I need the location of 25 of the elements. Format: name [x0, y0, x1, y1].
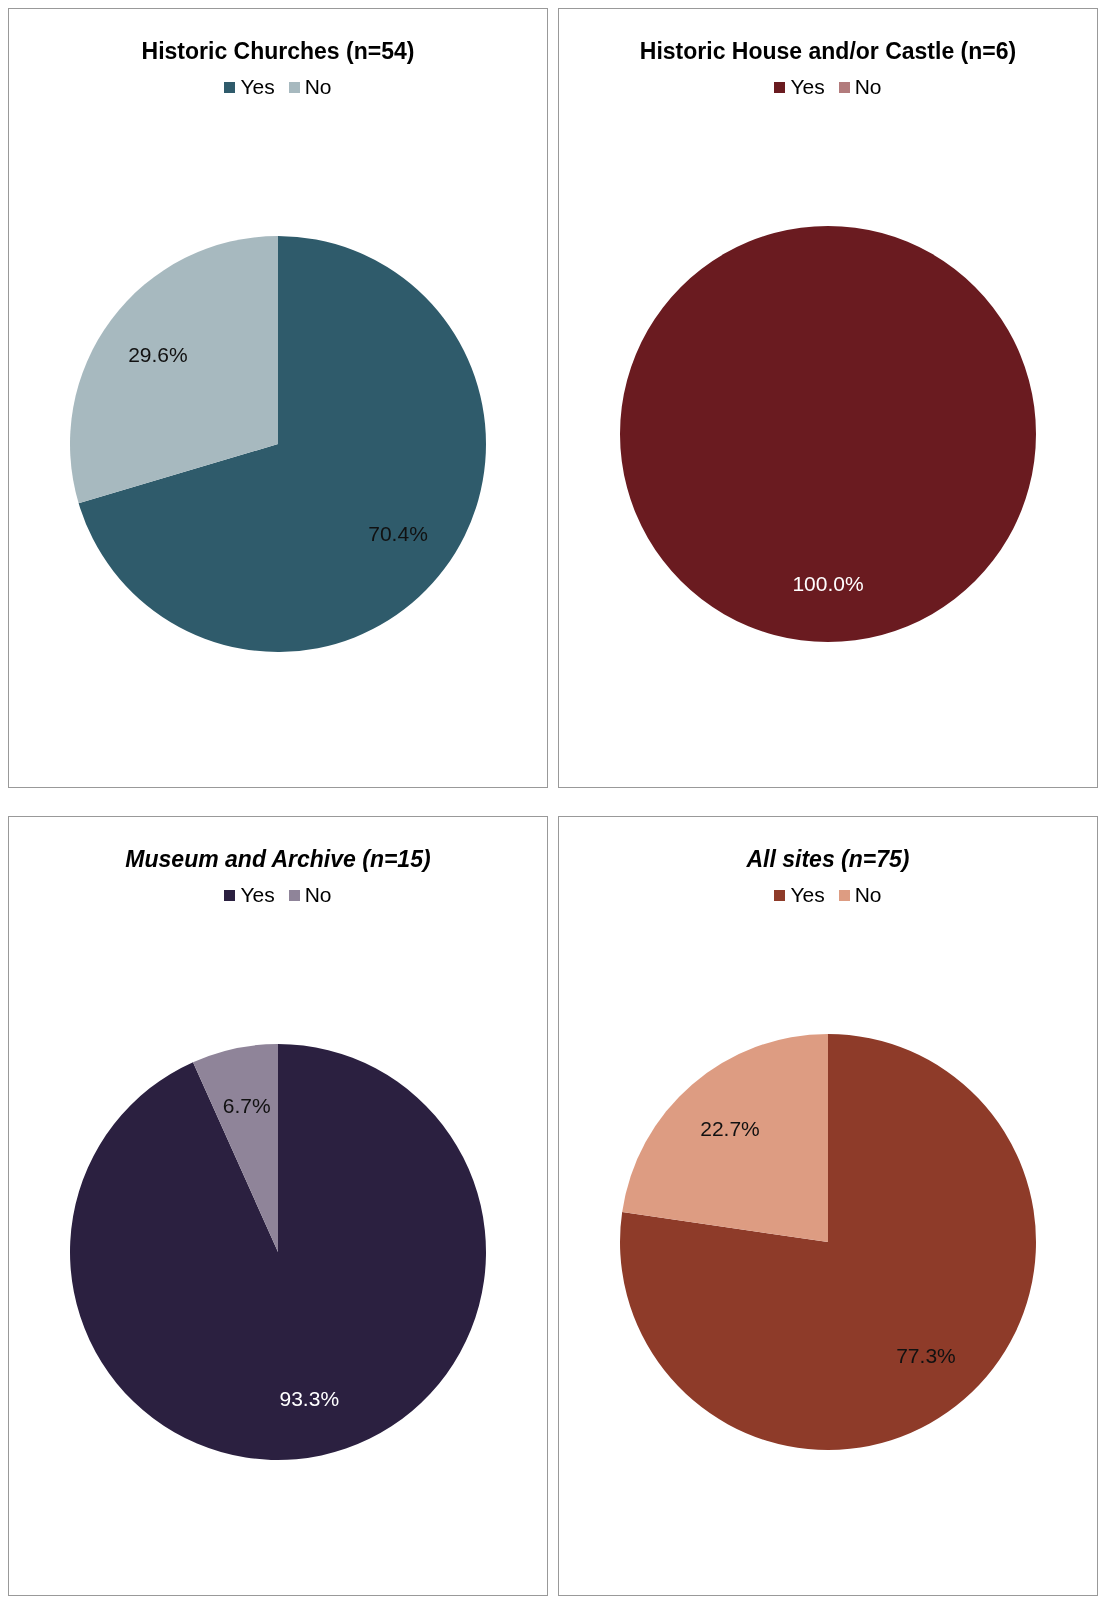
pie-slice — [193, 1044, 278, 1252]
legend-label: Yes — [239, 883, 275, 907]
data-label: 100.0% — [792, 572, 864, 596]
data-label: 77.3% — [896, 1343, 956, 1367]
legend-label: Yes — [789, 883, 825, 907]
chart-title: Museum and Archive (n=15) — [124, 845, 432, 874]
pie-slice — [78, 236, 486, 652]
legend-label: No — [853, 883, 882, 907]
chart-title: Historic House and/or Castle (n=6) — [638, 37, 1018, 66]
legend-label: No — [853, 75, 882, 99]
data-label: 29.6% — [128, 342, 188, 366]
legend-label: Yes — [789, 75, 825, 99]
chart-title: All sites (n=75) — [745, 845, 911, 874]
data-label: 22.7% — [700, 1117, 760, 1141]
pie-slice — [70, 236, 278, 504]
legend-label: No — [303, 75, 332, 99]
chart-title: Historic Churches (n=54) — [140, 37, 416, 66]
legend-label: Yes — [239, 75, 275, 99]
data-label: 6.7% — [222, 1094, 271, 1118]
legend-label: No — [303, 883, 332, 907]
data-label: 93.3% — [279, 1386, 340, 1410]
pie-slice — [620, 1034, 1036, 1450]
data-label: 70.4% — [368, 522, 428, 546]
pie-slice — [70, 1044, 486, 1460]
pie-slice — [622, 1034, 828, 1242]
